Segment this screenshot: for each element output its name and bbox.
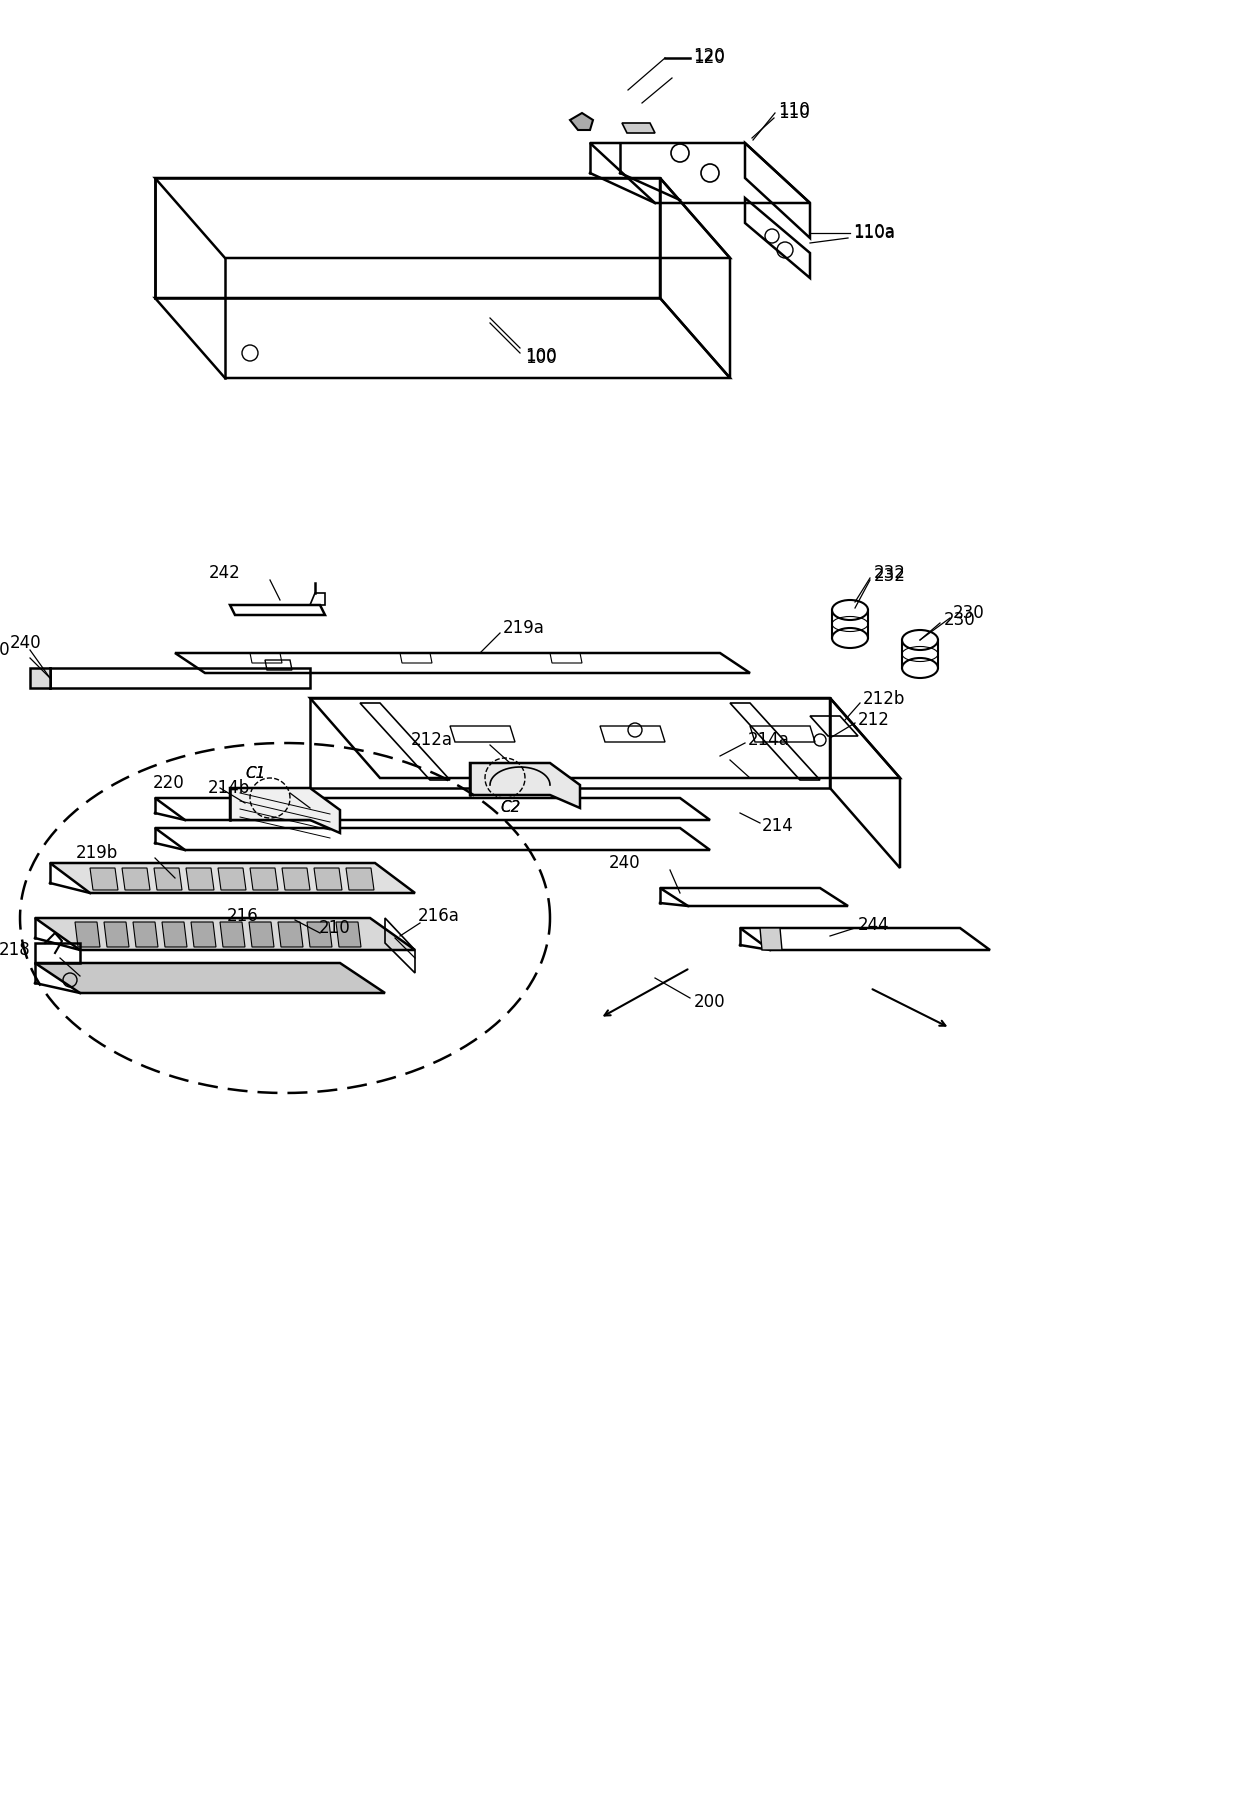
- Text: 110a: 110a: [853, 223, 895, 241]
- Text: 210: 210: [319, 919, 350, 937]
- Polygon shape: [162, 922, 187, 948]
- Polygon shape: [278, 922, 303, 948]
- Polygon shape: [186, 868, 215, 890]
- Text: 110: 110: [777, 101, 810, 119]
- Text: 240: 240: [609, 854, 640, 872]
- Polygon shape: [336, 922, 361, 948]
- Text: 219b: 219b: [76, 843, 118, 861]
- Text: 242: 242: [208, 565, 241, 583]
- Polygon shape: [133, 922, 157, 948]
- Polygon shape: [570, 113, 593, 129]
- Polygon shape: [219, 922, 246, 948]
- Text: 100: 100: [525, 347, 557, 365]
- Polygon shape: [122, 868, 150, 890]
- Text: 218: 218: [0, 940, 30, 958]
- Text: 212b: 212b: [863, 690, 905, 708]
- Text: 230: 230: [944, 611, 976, 629]
- Text: 100: 100: [525, 349, 557, 367]
- Text: 214b: 214b: [208, 779, 250, 797]
- Text: C2: C2: [500, 800, 521, 816]
- Polygon shape: [154, 868, 182, 890]
- Polygon shape: [35, 964, 384, 992]
- Polygon shape: [91, 868, 118, 890]
- Polygon shape: [104, 922, 129, 948]
- Text: C1: C1: [246, 766, 265, 780]
- Polygon shape: [30, 669, 50, 689]
- Text: C2: C2: [500, 800, 521, 816]
- Text: 214: 214: [763, 816, 794, 834]
- Polygon shape: [250, 868, 278, 890]
- Text: 230: 230: [954, 604, 985, 622]
- Polygon shape: [622, 122, 655, 133]
- Text: 212a: 212a: [410, 732, 453, 750]
- Text: 110: 110: [777, 104, 810, 122]
- Polygon shape: [74, 922, 100, 948]
- Text: 214a: 214a: [748, 732, 790, 750]
- Polygon shape: [229, 788, 340, 832]
- Polygon shape: [50, 863, 415, 894]
- Polygon shape: [281, 868, 310, 890]
- Text: 216a: 216a: [418, 906, 460, 924]
- Text: 232: 232: [874, 565, 906, 583]
- Text: 232: 232: [874, 566, 906, 584]
- Text: 244: 244: [858, 915, 889, 933]
- Polygon shape: [35, 919, 415, 949]
- Text: 120: 120: [693, 47, 724, 65]
- Polygon shape: [249, 922, 274, 948]
- Text: 216: 216: [226, 906, 258, 924]
- Text: C1: C1: [246, 766, 265, 780]
- Polygon shape: [760, 928, 782, 949]
- Text: 212: 212: [858, 710, 890, 728]
- Text: 110a: 110a: [853, 225, 895, 243]
- Polygon shape: [314, 868, 342, 890]
- Polygon shape: [470, 762, 580, 807]
- Text: 219a: 219a: [503, 619, 544, 636]
- Text: 220: 220: [154, 773, 185, 791]
- Polygon shape: [308, 922, 332, 948]
- Polygon shape: [191, 922, 216, 948]
- Text: 120: 120: [693, 49, 724, 67]
- Text: 200: 200: [694, 992, 725, 1010]
- Text: 240: 240: [10, 635, 42, 653]
- Polygon shape: [218, 868, 246, 890]
- Polygon shape: [346, 868, 374, 890]
- Text: 240: 240: [0, 642, 10, 660]
